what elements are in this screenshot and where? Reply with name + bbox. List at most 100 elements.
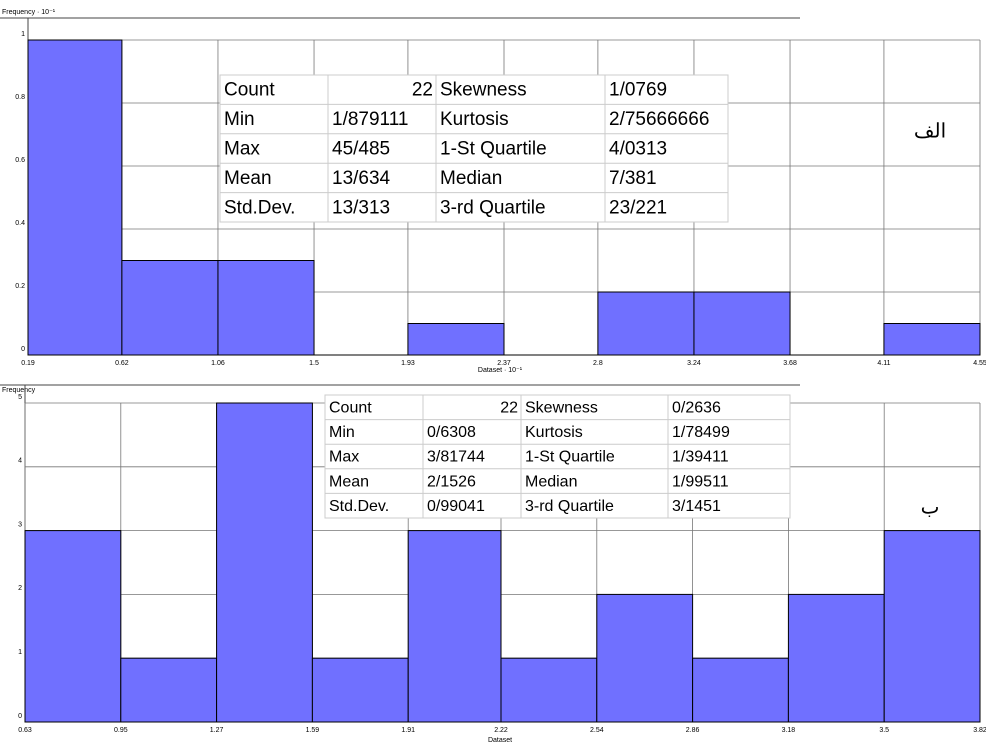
table-cell: Mean <box>329 473 369 490</box>
table-cell: Min <box>224 109 255 130</box>
x-tick-label: 0.95 <box>114 727 128 734</box>
x-tick-label: 0.63 <box>18 727 32 734</box>
table-cell: 3/1451 <box>672 498 721 515</box>
panel-tag: ب <box>921 496 940 518</box>
y-tick-label: 0.6 <box>15 157 25 164</box>
table-cell: 23/221 <box>609 197 667 218</box>
bar <box>217 260 315 356</box>
bar <box>787 593 885 723</box>
bar <box>311 657 409 723</box>
x-axis-label: Dataset <box>488 737 512 744</box>
table-cell: Median <box>525 473 577 490</box>
bar <box>883 323 981 356</box>
table-cell: 1/39411 <box>672 449 729 466</box>
x-tick-label: 1.93 <box>401 360 415 367</box>
x-tick-label: 1.27 <box>210 727 224 734</box>
y-tick-label: 1 <box>21 31 25 38</box>
table-cell: 3/81744 <box>427 449 485 466</box>
table-cell: 0/2636 <box>672 400 721 417</box>
table-cell: 3-rd Quartile <box>440 197 546 218</box>
x-tick-label: 4.55 <box>973 360 986 367</box>
x-tick-label: 1.5 <box>309 360 319 367</box>
y-tick-label: 4 <box>18 458 22 465</box>
table-cell: Count <box>329 400 372 417</box>
panel-tag: الف <box>914 120 946 142</box>
bar <box>121 260 219 356</box>
table-cell: 3-rd Quartile <box>525 498 614 515</box>
table-cell: Mean <box>224 168 272 189</box>
x-tick-label: 0.62 <box>115 360 129 367</box>
table-cell: 22 <box>412 80 433 101</box>
table-cell: Kurtosis <box>440 109 509 130</box>
bar <box>500 657 598 723</box>
x-tick-label: 3.5 <box>879 727 889 734</box>
table-cell: 13/634 <box>332 168 391 189</box>
table-cell: Std.Dev. <box>224 197 295 218</box>
x-tick-label: 0.19 <box>21 360 35 367</box>
table-cell: Kurtosis <box>525 424 583 441</box>
y-tick-label: 0 <box>21 346 25 353</box>
table-cell: Max <box>224 139 260 160</box>
tag-bg <box>900 112 960 152</box>
table-cell: Skewness <box>525 400 598 417</box>
table-cell: Skewness <box>440 80 527 101</box>
table-cell: 45/485 <box>332 139 390 160</box>
table-cell: 1-St Quartile <box>525 449 615 466</box>
bar <box>597 291 695 356</box>
table-cell: 22 <box>500 400 518 417</box>
bar <box>27 39 123 356</box>
x-tick-label: 1.06 <box>211 360 225 367</box>
table-cell: 1/879111 <box>332 109 408 130</box>
table-cell: Min <box>329 424 355 441</box>
table-cell: Median <box>440 168 502 189</box>
bar <box>596 593 694 723</box>
tag-bg <box>900 488 960 528</box>
table-cell: Std.Dev. <box>329 498 389 515</box>
y-tick-label: 0.8 <box>15 94 25 101</box>
bar <box>692 657 789 723</box>
y-tick-label: 0.2 <box>15 283 25 290</box>
table-cell: 0/99041 <box>427 498 485 515</box>
x-tick-label: 3.18 <box>782 727 796 734</box>
x-axis-label: Dataset · 10⁻¹ <box>478 367 523 374</box>
y-tick-label: 2 <box>18 585 22 592</box>
x-tick-label: 1.91 <box>401 727 415 734</box>
table-cell: 4/0313 <box>609 139 667 160</box>
x-tick-label: 2.8 <box>593 360 603 367</box>
table-cell: 1-St Quartile <box>440 139 547 160</box>
stats-table <box>324 394 791 519</box>
table-cell: Count <box>224 80 275 101</box>
bar <box>24 530 122 723</box>
y-axis-label: Frequency <box>2 387 36 394</box>
y-tick-label: 0.4 <box>15 220 25 227</box>
table-cell: 0/6308 <box>427 424 476 441</box>
x-tick-label: 2.54 <box>590 727 604 734</box>
x-tick-label: 2.86 <box>686 727 700 734</box>
table-cell: Max <box>329 449 359 466</box>
y-tick-label: 1 <box>18 649 22 656</box>
y-tick-label: 5 <box>18 394 22 401</box>
y-axis-label: Frequency · 10⁻¹ <box>2 9 56 16</box>
x-tick-label: 3.82 <box>973 727 986 734</box>
x-tick-label: 4.11 <box>877 360 890 367</box>
stats-table <box>219 74 729 223</box>
bar <box>407 530 502 723</box>
x-tick-label: 3.24 <box>687 360 701 367</box>
x-tick-label: 3.68 <box>783 360 797 367</box>
table-cell: 7/381 <box>609 168 657 189</box>
table-cell: 1/78499 <box>672 424 730 441</box>
x-tick-label: 2.22 <box>494 727 508 734</box>
y-tick-label: 0 <box>18 713 22 720</box>
table-cell: 1/99511 <box>672 473 729 490</box>
bar <box>216 402 313 723</box>
bar <box>883 530 981 723</box>
x-tick-label: 1.59 <box>306 727 320 734</box>
table-cell: 2/1526 <box>427 473 476 490</box>
table-cell: 13/313 <box>332 197 390 218</box>
y-tick-label: 3 <box>18 521 22 528</box>
bar <box>407 323 505 356</box>
bar <box>120 657 218 723</box>
table-cell: 2/75666666 <box>609 109 709 130</box>
table-cell: 1/0769 <box>609 80 667 101</box>
